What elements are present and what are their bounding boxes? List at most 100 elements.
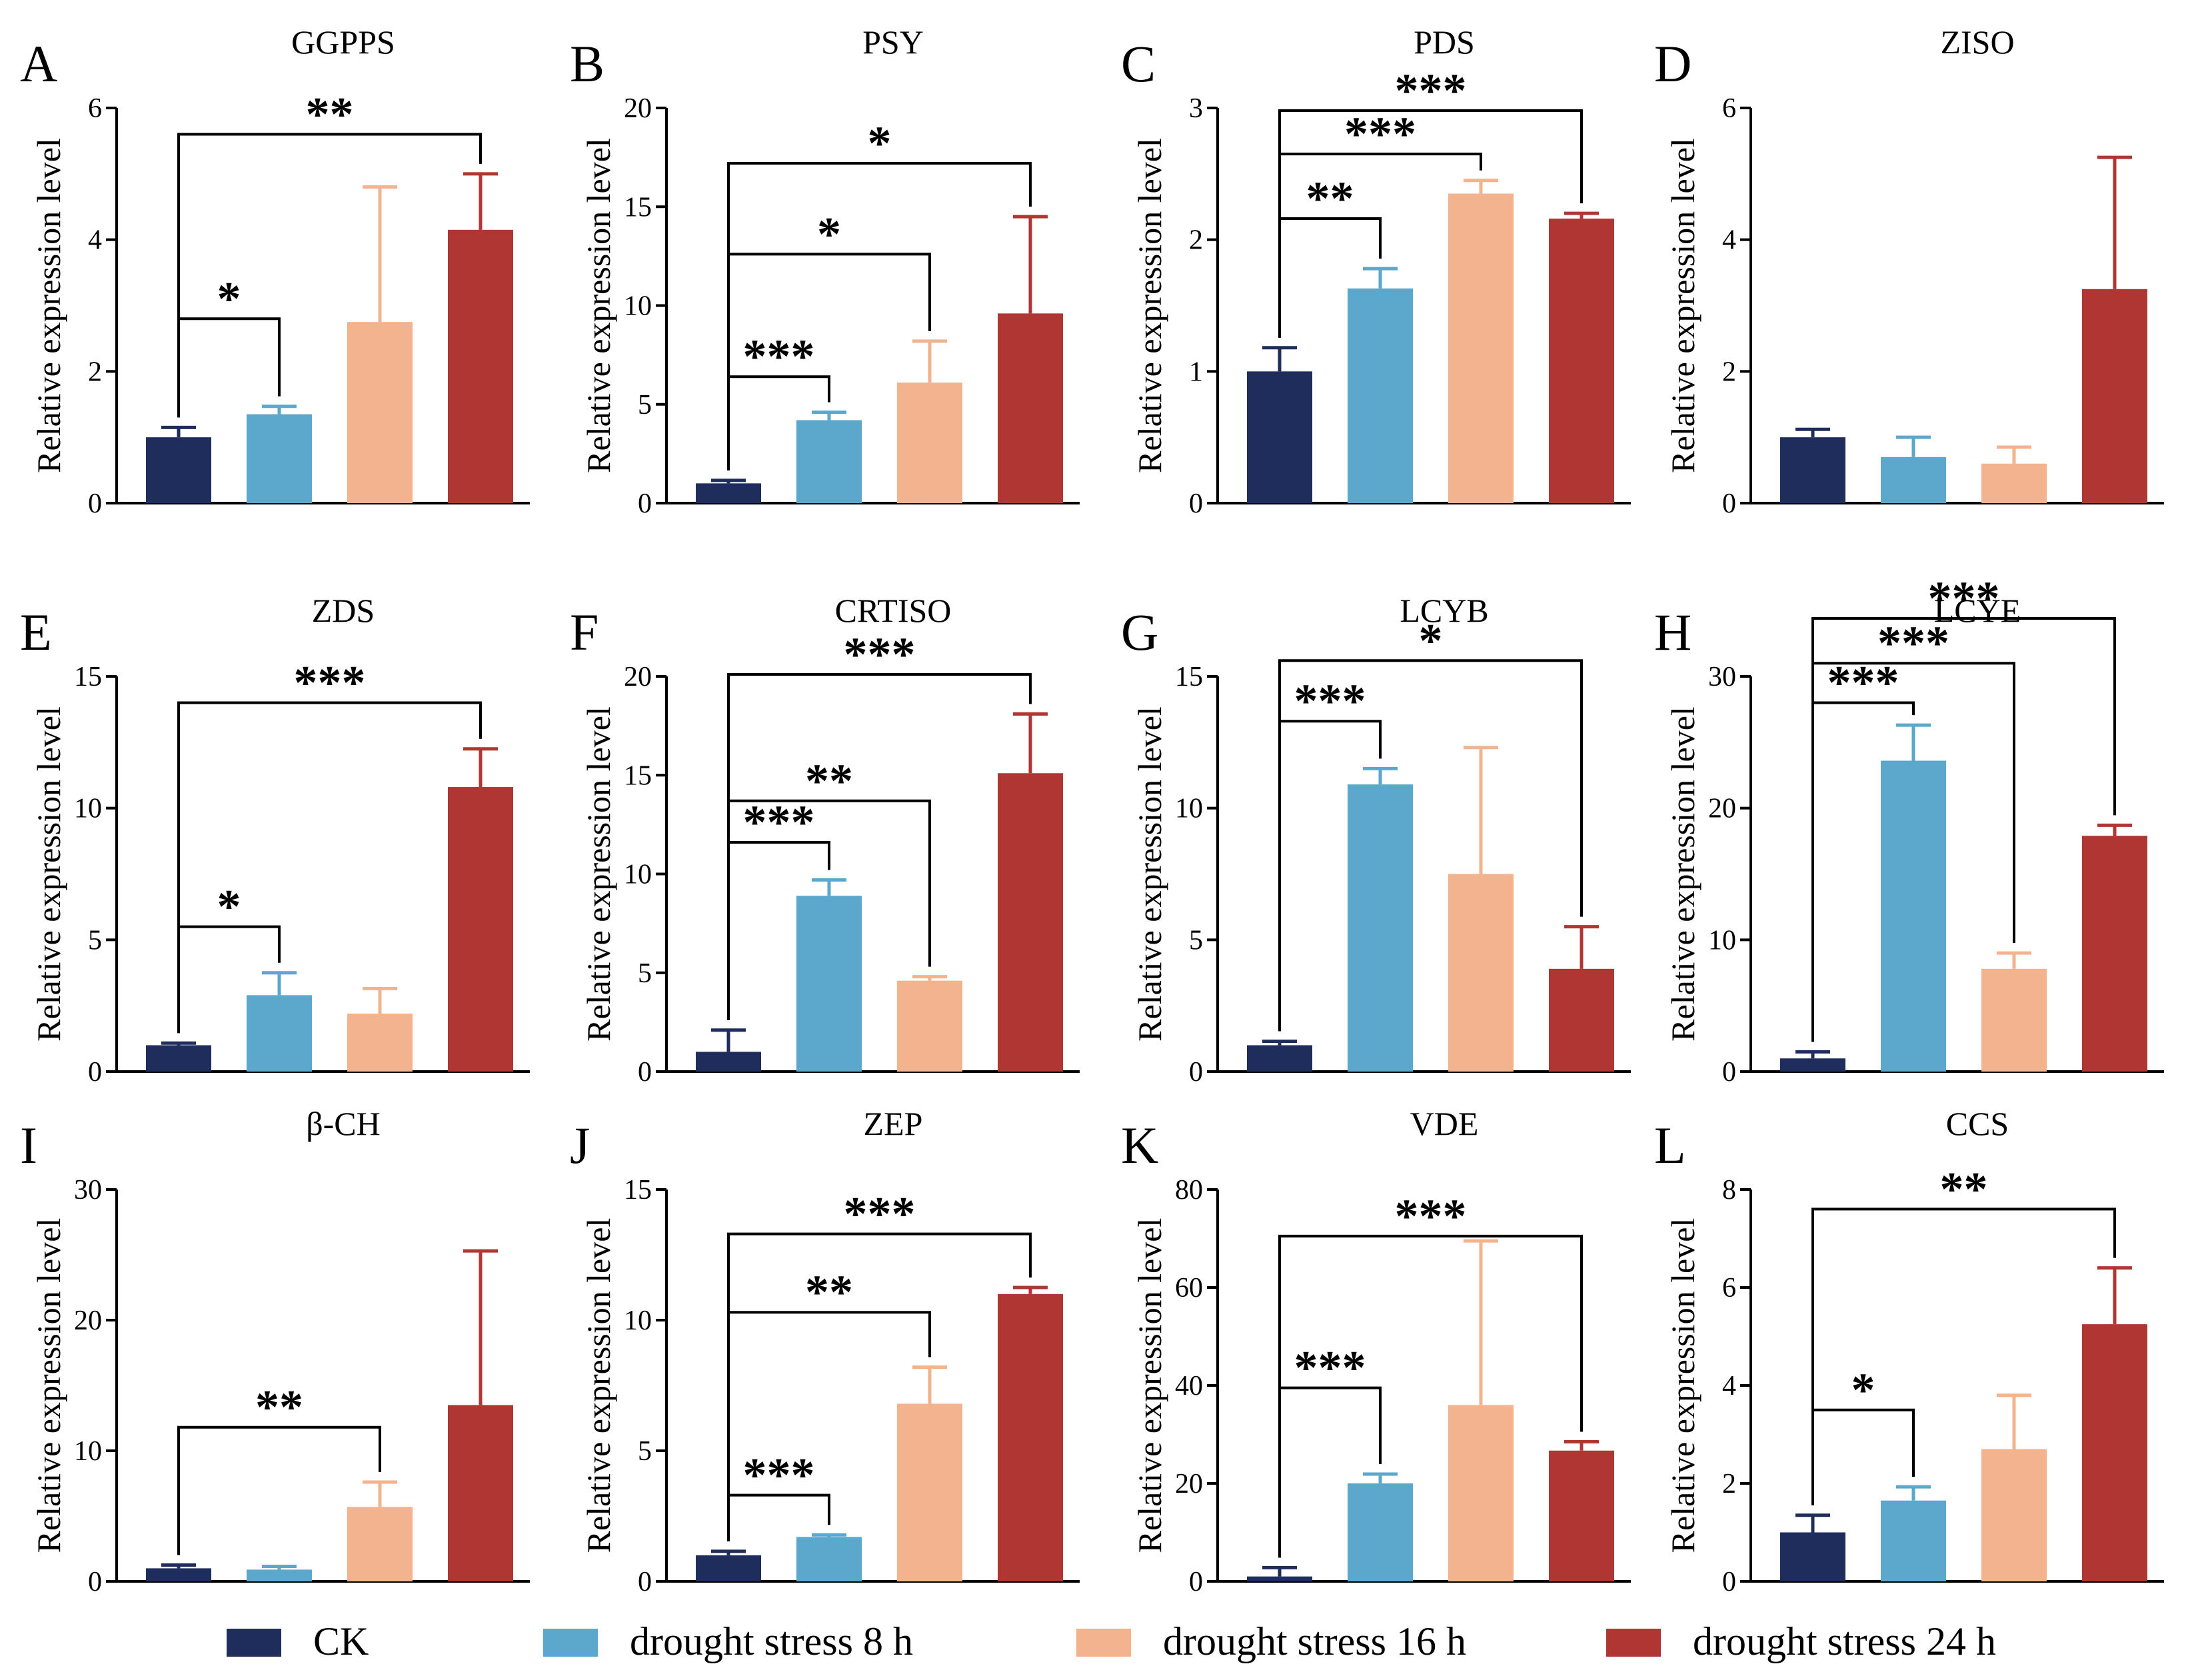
y-tick-label: 6 — [1722, 93, 1736, 124]
significance-label: ** — [255, 1381, 303, 1434]
y-tick-label: 0 — [1189, 488, 1203, 519]
significance-label: ** — [306, 88, 354, 141]
y-tick-label: 15 — [624, 1175, 652, 1206]
y-tick-label: 80 — [1175, 1175, 1203, 1206]
y-axis-label: Relative expression level — [580, 138, 617, 473]
gene-title: ZDS — [312, 592, 375, 629]
y-axis-label: Relative expression level — [1664, 706, 1701, 1042]
bar — [1981, 968, 2047, 1072]
bar — [448, 1405, 513, 1581]
significance-bracket — [1278, 1234, 1583, 1558]
bar — [897, 383, 962, 503]
bar — [998, 1293, 1063, 1581]
significance-label: *** — [1827, 656, 1899, 710]
bar — [247, 1569, 312, 1581]
bar — [247, 995, 312, 1072]
significance-bracket — [177, 1425, 381, 1555]
y-tick-label: 40 — [1175, 1371, 1203, 1401]
y-tick-label: 60 — [1175, 1273, 1203, 1303]
significance-label: ** — [1940, 1162, 1988, 1216]
legend-item: drought stress 16 h — [1076, 1619, 1466, 1663]
significance-bracket — [1278, 659, 1583, 1032]
panel-h: H LCYE Relative expression level 0 10 20 30 ***… — [1654, 572, 2164, 1088]
significance-label: *** — [1877, 616, 1949, 670]
y-tick-label: 2 — [1722, 1469, 1736, 1499]
significance-label: *** — [743, 796, 815, 849]
bar — [1780, 1058, 1845, 1072]
y-tick-label: 20 — [74, 1305, 102, 1336]
y-tick-label: 10 — [74, 1436, 102, 1467]
bar — [897, 980, 962, 1072]
y-tick-label: 3 — [1189, 93, 1203, 124]
significance-label: ** — [805, 1265, 853, 1319]
significance-label: *** — [1294, 1341, 1366, 1395]
gene-title: CRTISO — [835, 592, 952, 629]
y-tick-label: 10 — [1708, 925, 1736, 956]
panel-letter: L — [1654, 1116, 1686, 1174]
bar — [1448, 874, 1514, 1072]
significance-bracket — [727, 673, 1032, 1020]
significance-label: ** — [1306, 172, 1354, 225]
significance-bracket — [1811, 617, 2116, 1042]
bar — [1780, 437, 1845, 503]
y-tick-label: 10 — [74, 794, 102, 824]
y-axis-label: Relative expression level — [30, 1218, 67, 1553]
panel-letter: F — [570, 603, 598, 661]
bar — [448, 229, 513, 503]
y-tick-label: 0 — [88, 1567, 102, 1597]
significance-label: *** — [1928, 572, 2000, 625]
legend: CK drought stress 8 h drought stress 16 h d… — [227, 1619, 1996, 1663]
bar — [998, 773, 1063, 1072]
gene-title: β-CH — [306, 1105, 381, 1142]
bar — [1881, 760, 1946, 1072]
y-tick-label: 15 — [1175, 662, 1203, 692]
panel-letter: J — [570, 1116, 590, 1174]
bar — [796, 896, 862, 1072]
bar — [796, 1537, 862, 1581]
panel-d: D ZISO Relative expression level 0 2 4 6 — [1654, 23, 2164, 519]
y-tick-label: 4 — [1722, 225, 1736, 256]
bar — [347, 1014, 413, 1072]
bar — [347, 1507, 413, 1581]
bar — [1247, 371, 1312, 503]
y-tick-label: 2 — [88, 357, 102, 387]
y-tick-label: 5 — [1189, 925, 1203, 956]
y-tick-label: 6 — [1722, 1273, 1736, 1303]
bar — [2082, 836, 2147, 1072]
y-tick-label: 20 — [1708, 794, 1736, 824]
bar — [146, 437, 211, 503]
gene-title: PSY — [862, 23, 924, 61]
panel-letter: B — [570, 35, 604, 93]
bar — [1549, 968, 1614, 1072]
bar — [1549, 1450, 1614, 1581]
bar — [2082, 1324, 2147, 1581]
legend-item: drought stress 24 h — [1606, 1619, 1996, 1663]
y-axis-label: Relative expression level — [1664, 1218, 1701, 1553]
y-tick-label: 4 — [88, 225, 102, 256]
y-tick-label: 5 — [638, 390, 652, 420]
significance-label: *** — [844, 1188, 916, 1241]
y-tick-label: 20 — [624, 662, 652, 692]
legend-label: drought stress 8 h — [630, 1619, 913, 1663]
legend-label: drought stress 24 h — [1693, 1619, 1996, 1663]
significance-bracket — [727, 1232, 1032, 1541]
panel-letter: K — [1121, 1116, 1158, 1174]
significance-bracket — [1278, 109, 1583, 338]
bar — [1348, 784, 1413, 1072]
significance-bracket — [177, 701, 482, 1034]
bar — [696, 1555, 761, 1581]
panel-letter: G — [1121, 603, 1158, 661]
y-tick-label: 15 — [74, 662, 102, 692]
y-tick-label: 1 — [1189, 357, 1203, 387]
significance-label: * — [217, 880, 241, 934]
bar — [448, 787, 513, 1072]
bar — [1348, 1483, 1413, 1581]
bar — [247, 414, 312, 503]
y-tick-label: 2 — [1722, 357, 1736, 387]
y-tick-label: 15 — [624, 760, 652, 791]
